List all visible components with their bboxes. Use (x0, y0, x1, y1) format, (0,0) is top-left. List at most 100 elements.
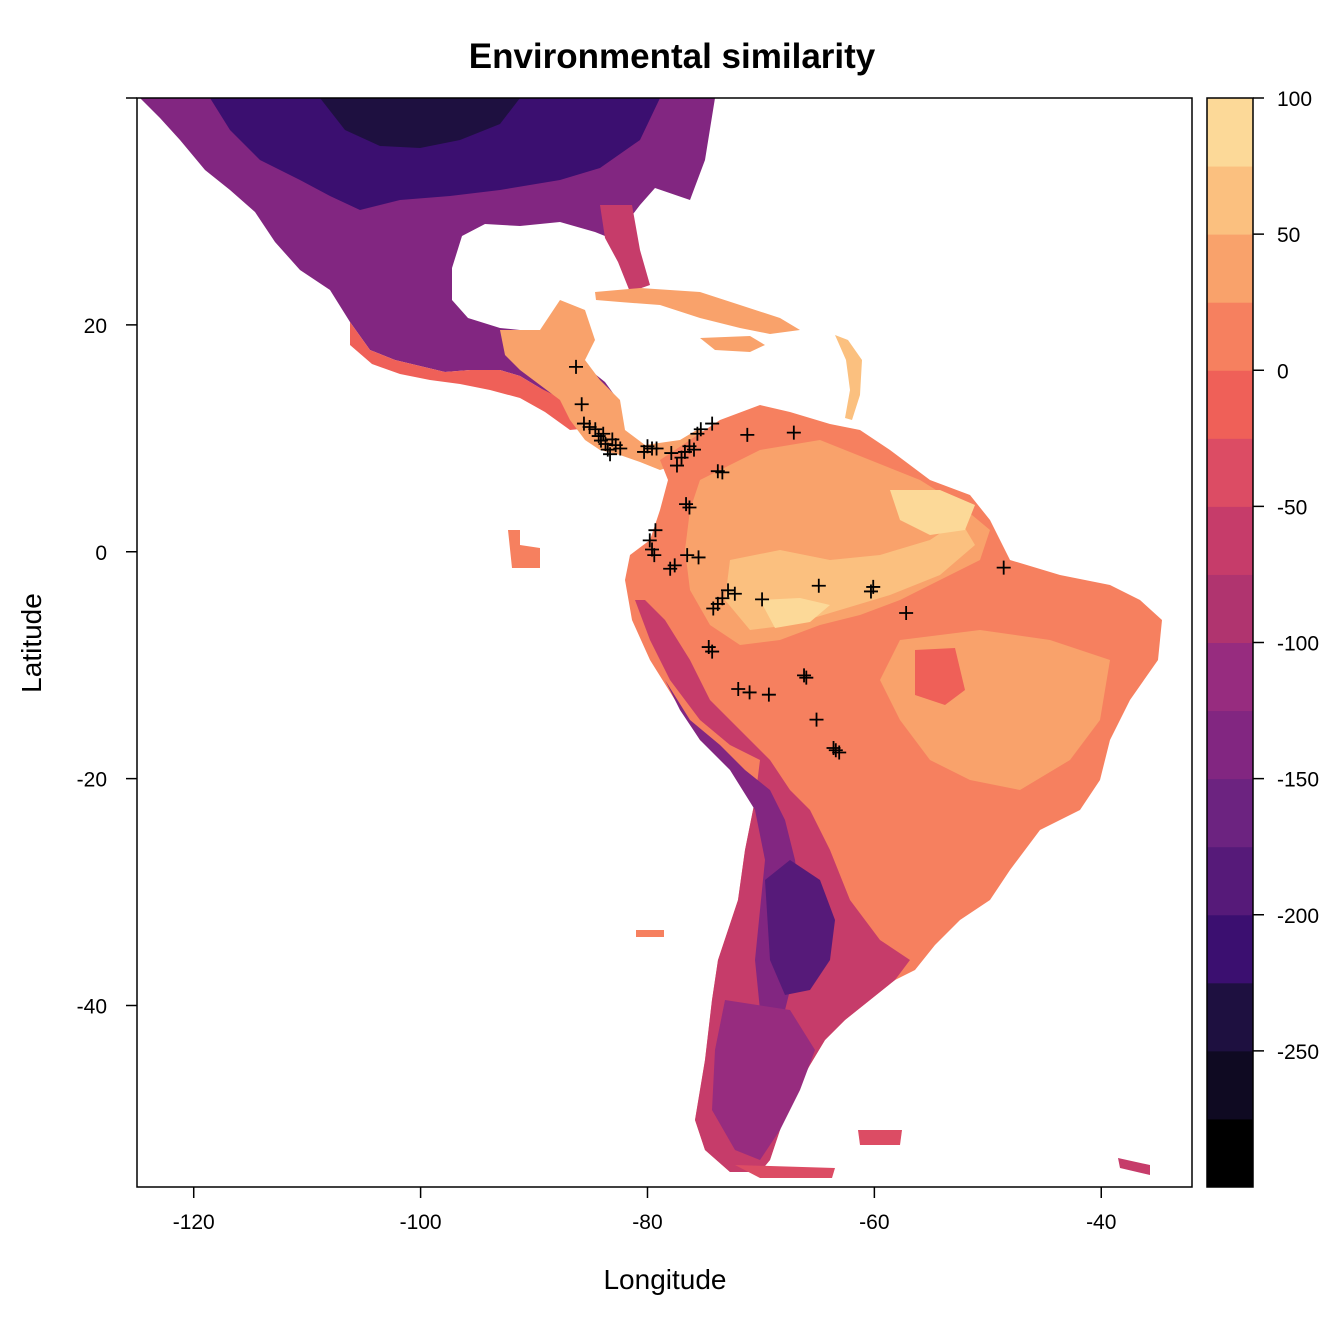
galapagos-islands (508, 530, 540, 568)
occurrence-marker (705, 644, 720, 659)
north-america-coastal (600, 205, 650, 292)
mexico-coast (350, 322, 590, 430)
occurrence-marker (645, 542, 660, 557)
occurrence-marker (755, 592, 770, 607)
colorbar-swatch (1207, 846, 1253, 916)
guiana-highlands (890, 490, 975, 535)
occurrence-marker (680, 548, 695, 563)
occurrence-marker (588, 422, 603, 437)
occurrence-marker (797, 668, 812, 683)
occurrence-marker (686, 442, 701, 457)
occurrence-marker (679, 497, 694, 512)
x-axis-label: Longitude (603, 1264, 726, 1295)
occurrence-marker (786, 425, 801, 440)
y-tick-label: 0 (95, 542, 107, 565)
x-tick-label: -80 (632, 1211, 662, 1234)
occurrence-marker (576, 416, 591, 431)
occurrence-marker (863, 584, 878, 599)
occurrence-marker (569, 359, 584, 374)
occurrence-marker (705, 416, 720, 431)
colorbar-tick-label: -50 (1277, 496, 1307, 519)
colorbar-swatch (1207, 166, 1253, 235)
occurrence-marker (649, 441, 664, 456)
colorbar-ticks: 100 50 0 -50 -100 -150 -200 -250 (1253, 88, 1319, 1064)
colorbar-swatch (1207, 642, 1253, 712)
colorbar (1207, 98, 1253, 1188)
falkland-islands (858, 1130, 902, 1145)
occurrence-marker (996, 560, 1011, 575)
colorbar-tick-label: -250 (1277, 1041, 1319, 1064)
colorbar-swatch (1207, 302, 1253, 371)
occurrence-marker (727, 586, 742, 601)
occurrence-marker (811, 578, 826, 593)
occurrence-marker (742, 685, 757, 700)
colorbar-swatch (1207, 1050, 1253, 1120)
colorbar-tick-label: -200 (1277, 905, 1319, 928)
occurrence-marker (693, 422, 708, 437)
x-tick-label: -40 (1086, 1211, 1116, 1234)
colorbar-swatch (1207, 574, 1253, 643)
occurrence-marker (667, 558, 682, 573)
amazon-peak-similarity (760, 598, 830, 628)
plot-frame (136, 97, 1193, 1188)
occurrence-marker (637, 444, 652, 459)
occurrence-marker (613, 441, 628, 456)
occurrence-marker (674, 450, 689, 465)
occurrence-marker (642, 533, 657, 548)
north-america-darkest (320, 98, 520, 148)
colorbar-swatch (1207, 234, 1253, 303)
plot-title: Environmental similarity (469, 37, 876, 76)
y-tick-label: 20 (84, 315, 107, 338)
central-america (500, 300, 710, 470)
occurrence-marker (828, 743, 843, 758)
occurrence-marker (832, 745, 847, 760)
x-axis: -120 -100 -80 -60 -40 (173, 1187, 1116, 1234)
small-island (636, 930, 664, 937)
colorbar-swatch (1207, 506, 1253, 575)
central-brazil-low (915, 648, 965, 705)
north-america-dark-core (210, 98, 660, 210)
x-tick-label: -100 (400, 1211, 442, 1234)
occurrence-marker (761, 687, 776, 702)
occurrence-marker (648, 523, 663, 538)
lesser-antilles (835, 335, 862, 420)
colorbar-swatch (1207, 370, 1253, 439)
colorbar-swatch (1207, 438, 1253, 507)
occurrence-marker (603, 447, 618, 462)
occurrence-marker (721, 583, 736, 598)
occurrence-marker (740, 427, 755, 442)
colorbar-swatch (1207, 98, 1253, 167)
occurrence-marker (596, 426, 611, 441)
occurrence-marker (799, 670, 814, 685)
y-axis-label: Latitude (16, 593, 47, 693)
north-america-landmass (140, 98, 715, 430)
occurrence-marker (605, 432, 620, 447)
andes-high (665, 680, 800, 1040)
occurrence-marker (691, 550, 706, 565)
colorbar-tick-label: -100 (1277, 633, 1319, 656)
south-georgia (1118, 1158, 1150, 1175)
colorbar-swatch (1207, 1118, 1253, 1188)
colorbar-tick-label: 50 (1277, 224, 1300, 247)
y-axis: 20 0 -20 -40 (77, 97, 137, 1019)
colorbar-tick-label: 100 (1277, 88, 1312, 111)
x-tick-label: -120 (173, 1211, 215, 1234)
occurrence-marker (669, 458, 684, 473)
occurrence-marker (582, 419, 597, 434)
occurrence-markers (569, 359, 1011, 760)
occurrence-marker (664, 446, 679, 461)
cuba-island (595, 288, 800, 334)
colorbar-tick-label: -150 (1277, 769, 1319, 792)
x-tick-label: -60 (859, 1211, 889, 1234)
y-tick-label: -20 (77, 769, 107, 792)
occurrence-marker (899, 606, 914, 621)
hispaniola-island (700, 336, 765, 352)
occurrence-marker (647, 548, 662, 563)
occurrence-marker (715, 465, 730, 480)
similarity-raster (140, 98, 1162, 1178)
pampas-core (765, 860, 835, 995)
colorbar-tick-label: 0 (1277, 360, 1289, 383)
colorbar-swatch (1207, 914, 1253, 984)
occurrence-marker (731, 682, 746, 697)
